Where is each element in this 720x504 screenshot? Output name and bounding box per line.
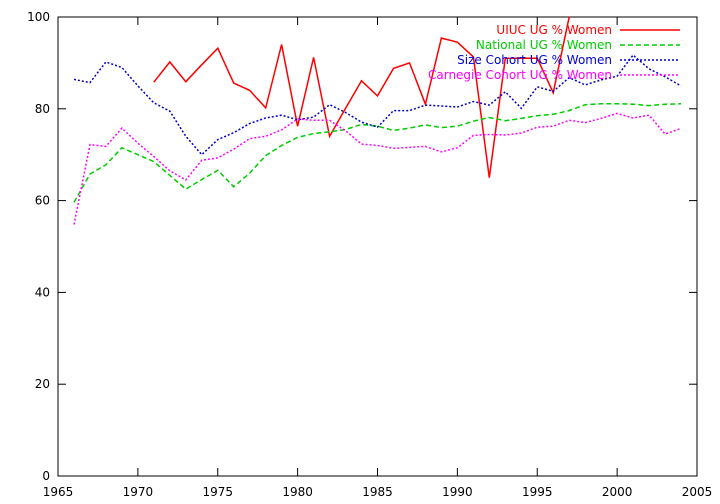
x-tick-label: 1990 — [442, 485, 473, 499]
y-tick-label: 0 — [42, 469, 50, 483]
x-tick-label: 1965 — [43, 485, 74, 499]
plot-frame — [57, 16, 698, 477]
y-tick-label: 60 — [35, 194, 50, 208]
series-lines — [73, 16, 682, 225]
series-line-2 — [73, 103, 682, 203]
x-tick-label: 1995 — [522, 485, 553, 499]
series-line-3 — [73, 54, 682, 156]
y-tick-label: 80 — [35, 102, 50, 116]
x-tick-label: 1980 — [282, 485, 313, 499]
series-line-4 — [73, 112, 682, 225]
legend-label-4: Carnegie Cohort UG % Women — [428, 68, 612, 82]
x-tick-label: 1975 — [202, 485, 233, 499]
x-tick-label: 1985 — [362, 485, 393, 499]
tick-labels: 1965 1970 1975 1980 1985 1990 1995 2000 2005 0 20 4… — [27, 10, 712, 499]
series-line-1 — [153, 16, 570, 178]
y-tick-label: 100 — [27, 10, 50, 24]
x-tick-label: 1970 — [123, 485, 154, 499]
legend-label-2: National UG % Women — [476, 38, 612, 52]
legend-label-3: Size Cohort UG % Women — [457, 53, 612, 67]
x-tick-label: 2005 — [682, 485, 713, 499]
y-tick-label: 20 — [35, 377, 50, 391]
axis-ticks — [57, 16, 698, 477]
legend-label-1: UIUC UG % Women — [496, 23, 612, 37]
y-tick-label: 40 — [35, 285, 50, 299]
x-tick-label: 2000 — [602, 485, 633, 499]
